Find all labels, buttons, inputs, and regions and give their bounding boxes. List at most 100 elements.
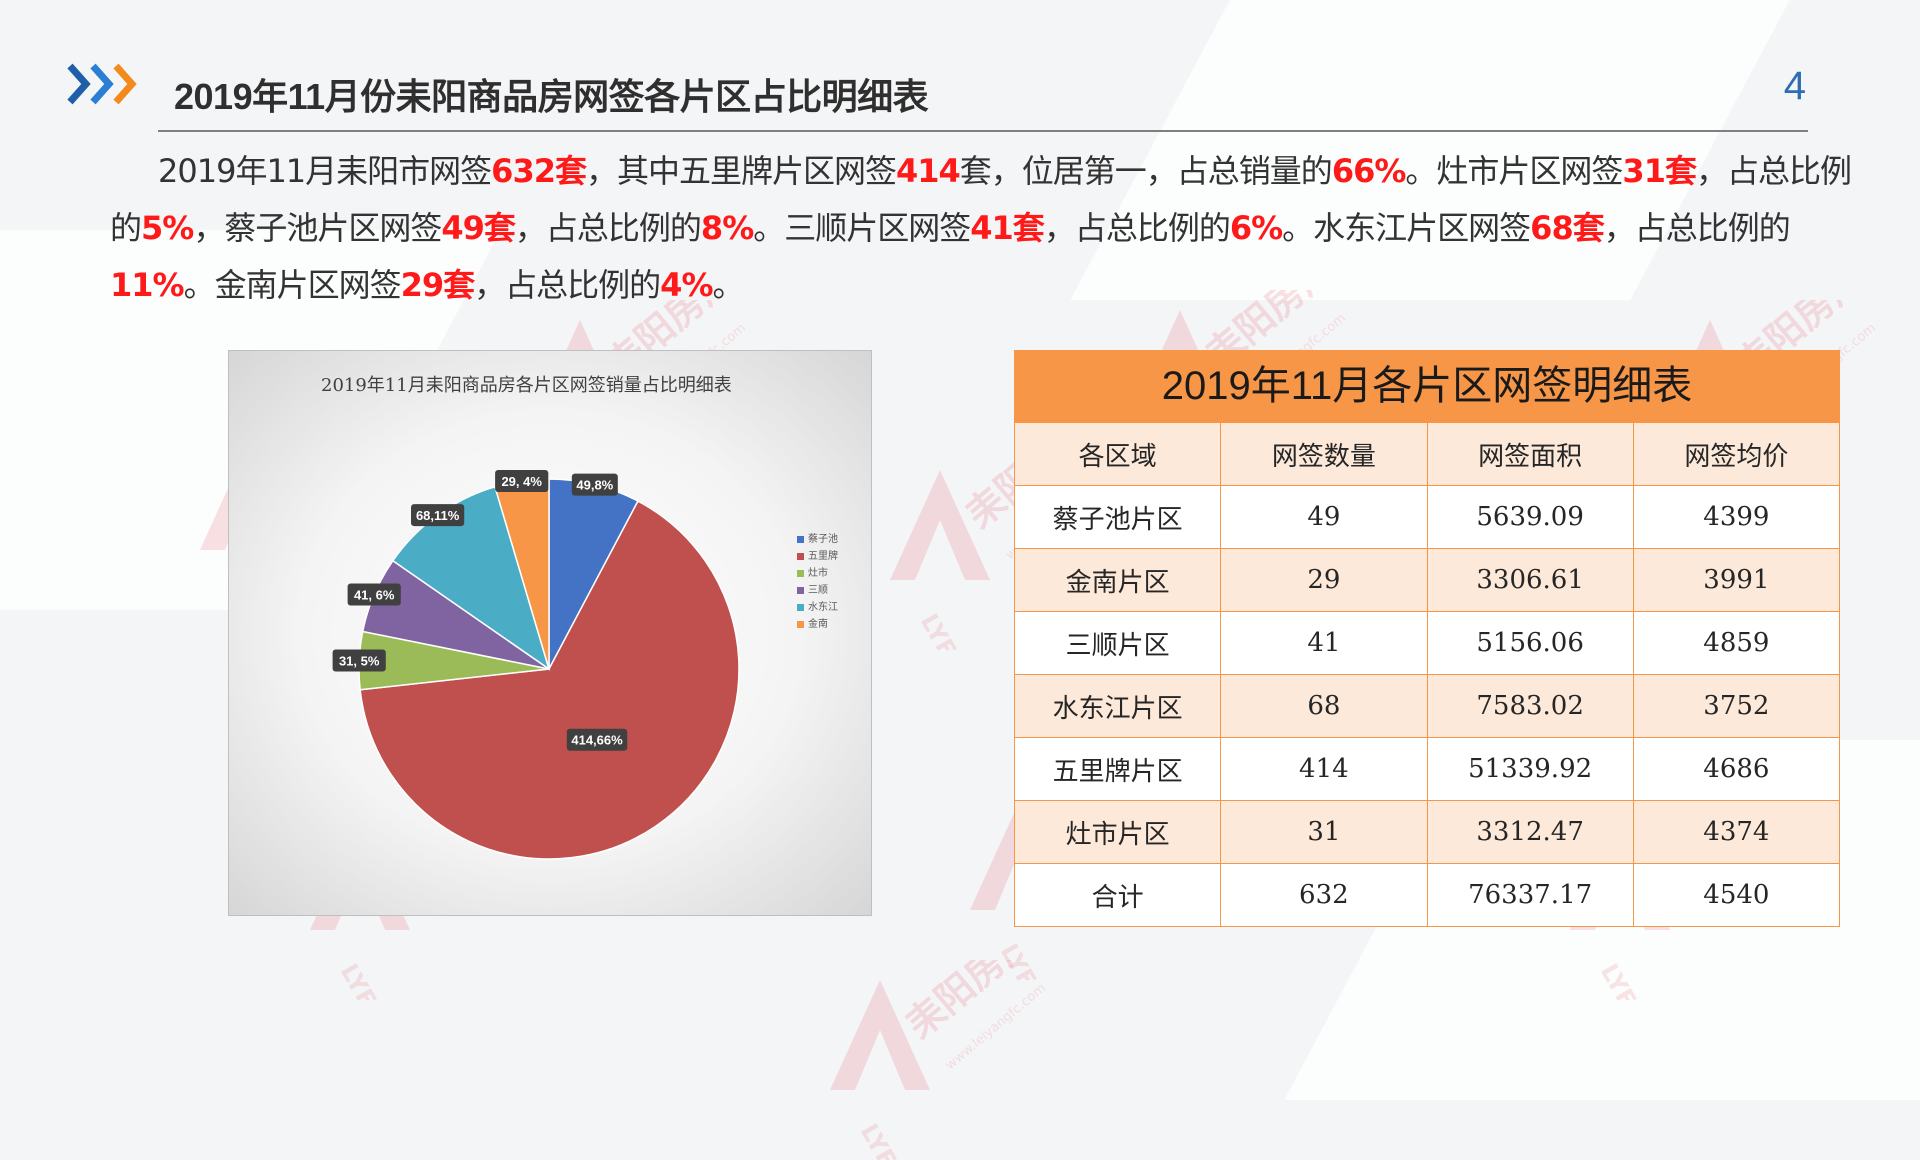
table-cell: 4540 — [1632, 863, 1841, 927]
detail-table: 2019年11月各片区网签明细表 各区域 网签数量 网签面积 网签均价 蔡子池片区 49 5… — [1013, 350, 1841, 927]
summary-text: ，占总比例的 — [1603, 209, 1791, 247]
summary-text: 。三顺片区网签 — [753, 209, 971, 247]
table-cell: 3752 — [1632, 674, 1841, 738]
table-cell: 7583.02 — [1426, 674, 1634, 738]
summary-text: 套，位居第一，占总销量的 — [959, 152, 1333, 190]
table-cell: 三顺片区 — [1013, 611, 1222, 675]
highlight-value: 5% — [141, 209, 194, 247]
legend-swatch — [797, 552, 804, 560]
table-title: 2019年11月各片区网签明细表 — [1014, 350, 1840, 422]
legend-label: 水东江 — [808, 602, 838, 613]
svg-text:41, 6%: 41, 6% — [354, 588, 395, 603]
summary-text: 。水东江片区网签 — [1282, 209, 1531, 247]
summary-text: ，占总比例的 — [514, 209, 702, 247]
column-header: 网签面积 — [1426, 422, 1634, 486]
table-row: 灶市片区 31 3312.47 4374 — [1013, 800, 1841, 864]
legend-swatch — [797, 535, 804, 543]
highlight-value: 8% — [700, 209, 754, 247]
data-label: 31, 5% — [332, 649, 386, 672]
table-row: 蔡子池片区 49 5639.09 4399 — [1013, 485, 1841, 549]
data-label: 41, 6% — [347, 583, 401, 606]
table-cell: 49 — [1220, 485, 1428, 549]
highlight-value: 29套 — [400, 266, 476, 304]
table-cell: 4399 — [1632, 485, 1841, 549]
highlight-value: 414 — [896, 152, 961, 190]
summary-text: ，蔡子池片区网签 — [193, 209, 442, 247]
summary-text: ，其中五里牌片区网签 — [585, 152, 897, 190]
highlight-value: 49套 — [441, 209, 516, 247]
chart-legend: 蔡子池五里牌灶市三顺水东江金南 — [797, 531, 838, 633]
table-cell: 4374 — [1632, 800, 1841, 864]
legend-swatch — [797, 620, 804, 628]
table-cell: 五里牌片区 — [1013, 737, 1222, 801]
column-header: 网签均价 — [1632, 422, 1841, 486]
page-number: 4 — [1783, 64, 1806, 108]
chart-title: 2019年11月耒阳商品房各片区网签销量占比明细表 — [321, 375, 732, 396]
highlight-value: 68套 — [1530, 209, 1605, 247]
legend-label: 金南 — [808, 619, 828, 630]
legend-item: 灶市 — [797, 565, 838, 582]
data-table: 各区域 网签数量 网签面积 网签均价 蔡子池片区 49 5639.09 4399 金南片区 29 3… — [1013, 422, 1841, 927]
summary-text: ，占总比例的 — [1043, 209, 1231, 247]
svg-text:29, 4%: 29, 4% — [501, 474, 542, 489]
table-cell: 金南片区 — [1013, 548, 1222, 612]
pie-slice-1 — [359, 500, 740, 860]
highlight-value: 632套 — [491, 152, 587, 190]
table-cell: 5639.09 — [1426, 485, 1634, 549]
data-label: 68,11% — [411, 504, 465, 527]
legend-item: 水东江 — [797, 599, 838, 616]
summary-text: ，占总比例的 — [110, 152, 1852, 247]
table-cell: 4859 — [1632, 611, 1841, 675]
summary-text: 。金南片区网签 — [183, 266, 402, 304]
svg-text:LYFC: LYFC — [995, 939, 1051, 980]
legend-item: 五里牌 — [797, 548, 838, 565]
header: 2019年11月份耒阳商品房网签各片区占比明细表 4 — [66, 58, 1806, 128]
highlight-value: 31套 — [1622, 152, 1697, 190]
table-row: 水东江片区 68 7583.02 3752 — [1013, 674, 1841, 738]
table-cell: 3312.47 — [1426, 800, 1634, 864]
table-cell: 水东江片区 — [1013, 674, 1222, 738]
table-cell: 41 — [1220, 611, 1428, 675]
table-cell: 414 — [1220, 737, 1428, 801]
data-label: 414,66% — [566, 728, 628, 751]
legend-swatch — [797, 569, 804, 577]
table-cell: 51339.92 — [1426, 737, 1634, 801]
table-cell: 4686 — [1632, 737, 1841, 801]
legend-label: 蔡子池 — [808, 534, 838, 545]
table-header-row: 各区域 网签数量 网签面积 网签均价 — [1013, 422, 1841, 486]
summary-paragraph: 2019年11月耒阳市网签632套，其中五里牌片区网签414套，位居第一，占总销… — [110, 143, 1880, 314]
summary-text: 。灶市片区网签 — [1405, 152, 1623, 190]
title-divider — [158, 130, 1808, 132]
table-cell: 蔡子池片区 — [1013, 485, 1222, 549]
column-header: 各区域 — [1013, 422, 1222, 486]
svg-text:31, 5%: 31, 5% — [339, 654, 380, 669]
table-cell: 31 — [1220, 800, 1428, 864]
table-cell: 632 — [1220, 863, 1428, 927]
pie-chart-panel: 2019年11月耒阳商品房各片区网签销量占比明细表 49,8% 414,66% 31… — [228, 350, 872, 916]
table-cell: 29 — [1220, 548, 1428, 612]
svg-text:LYFC: LYFC — [335, 959, 391, 1000]
legend-item: 金南 — [797, 616, 838, 633]
chevrons-icon — [67, 63, 137, 105]
legend-label: 五里牌 — [808, 551, 838, 562]
pie-chart: 49,8% 414,66% 31, 5% 41, 6% 68,11% 29, 4% — [332, 469, 740, 860]
svg-text:www.leiyangfc.com: www.leiyangfc.com — [943, 981, 1049, 1073]
legend-label: 灶市 — [808, 568, 828, 579]
highlight-value: 66% — [1331, 152, 1407, 190]
svg-text:68,11%: 68,11% — [416, 508, 460, 523]
summary-text: ，占总比例的 — [474, 266, 661, 304]
table-cell: 3991 — [1632, 548, 1841, 612]
svg-text:414,66%: 414,66% — [571, 733, 623, 748]
table-cell: 5156.06 — [1426, 611, 1634, 675]
legend-item: 三顺 — [797, 582, 838, 599]
highlight-value: 6% — [1229, 209, 1283, 247]
table-row: 三顺片区 41 5156.06 4859 — [1013, 611, 1841, 675]
data-label: 29, 4% — [495, 469, 549, 492]
svg-text:LYFC: LYFC — [915, 609, 971, 650]
legend-label: 三顺 — [808, 585, 828, 596]
summary-text: 。 — [712, 266, 745, 304]
data-label: 49,8% — [571, 473, 618, 496]
table-row: 五里牌片区 414 51339.92 4686 — [1013, 737, 1841, 801]
legend-swatch — [797, 586, 804, 594]
table-cell: 灶市片区 — [1013, 800, 1222, 864]
